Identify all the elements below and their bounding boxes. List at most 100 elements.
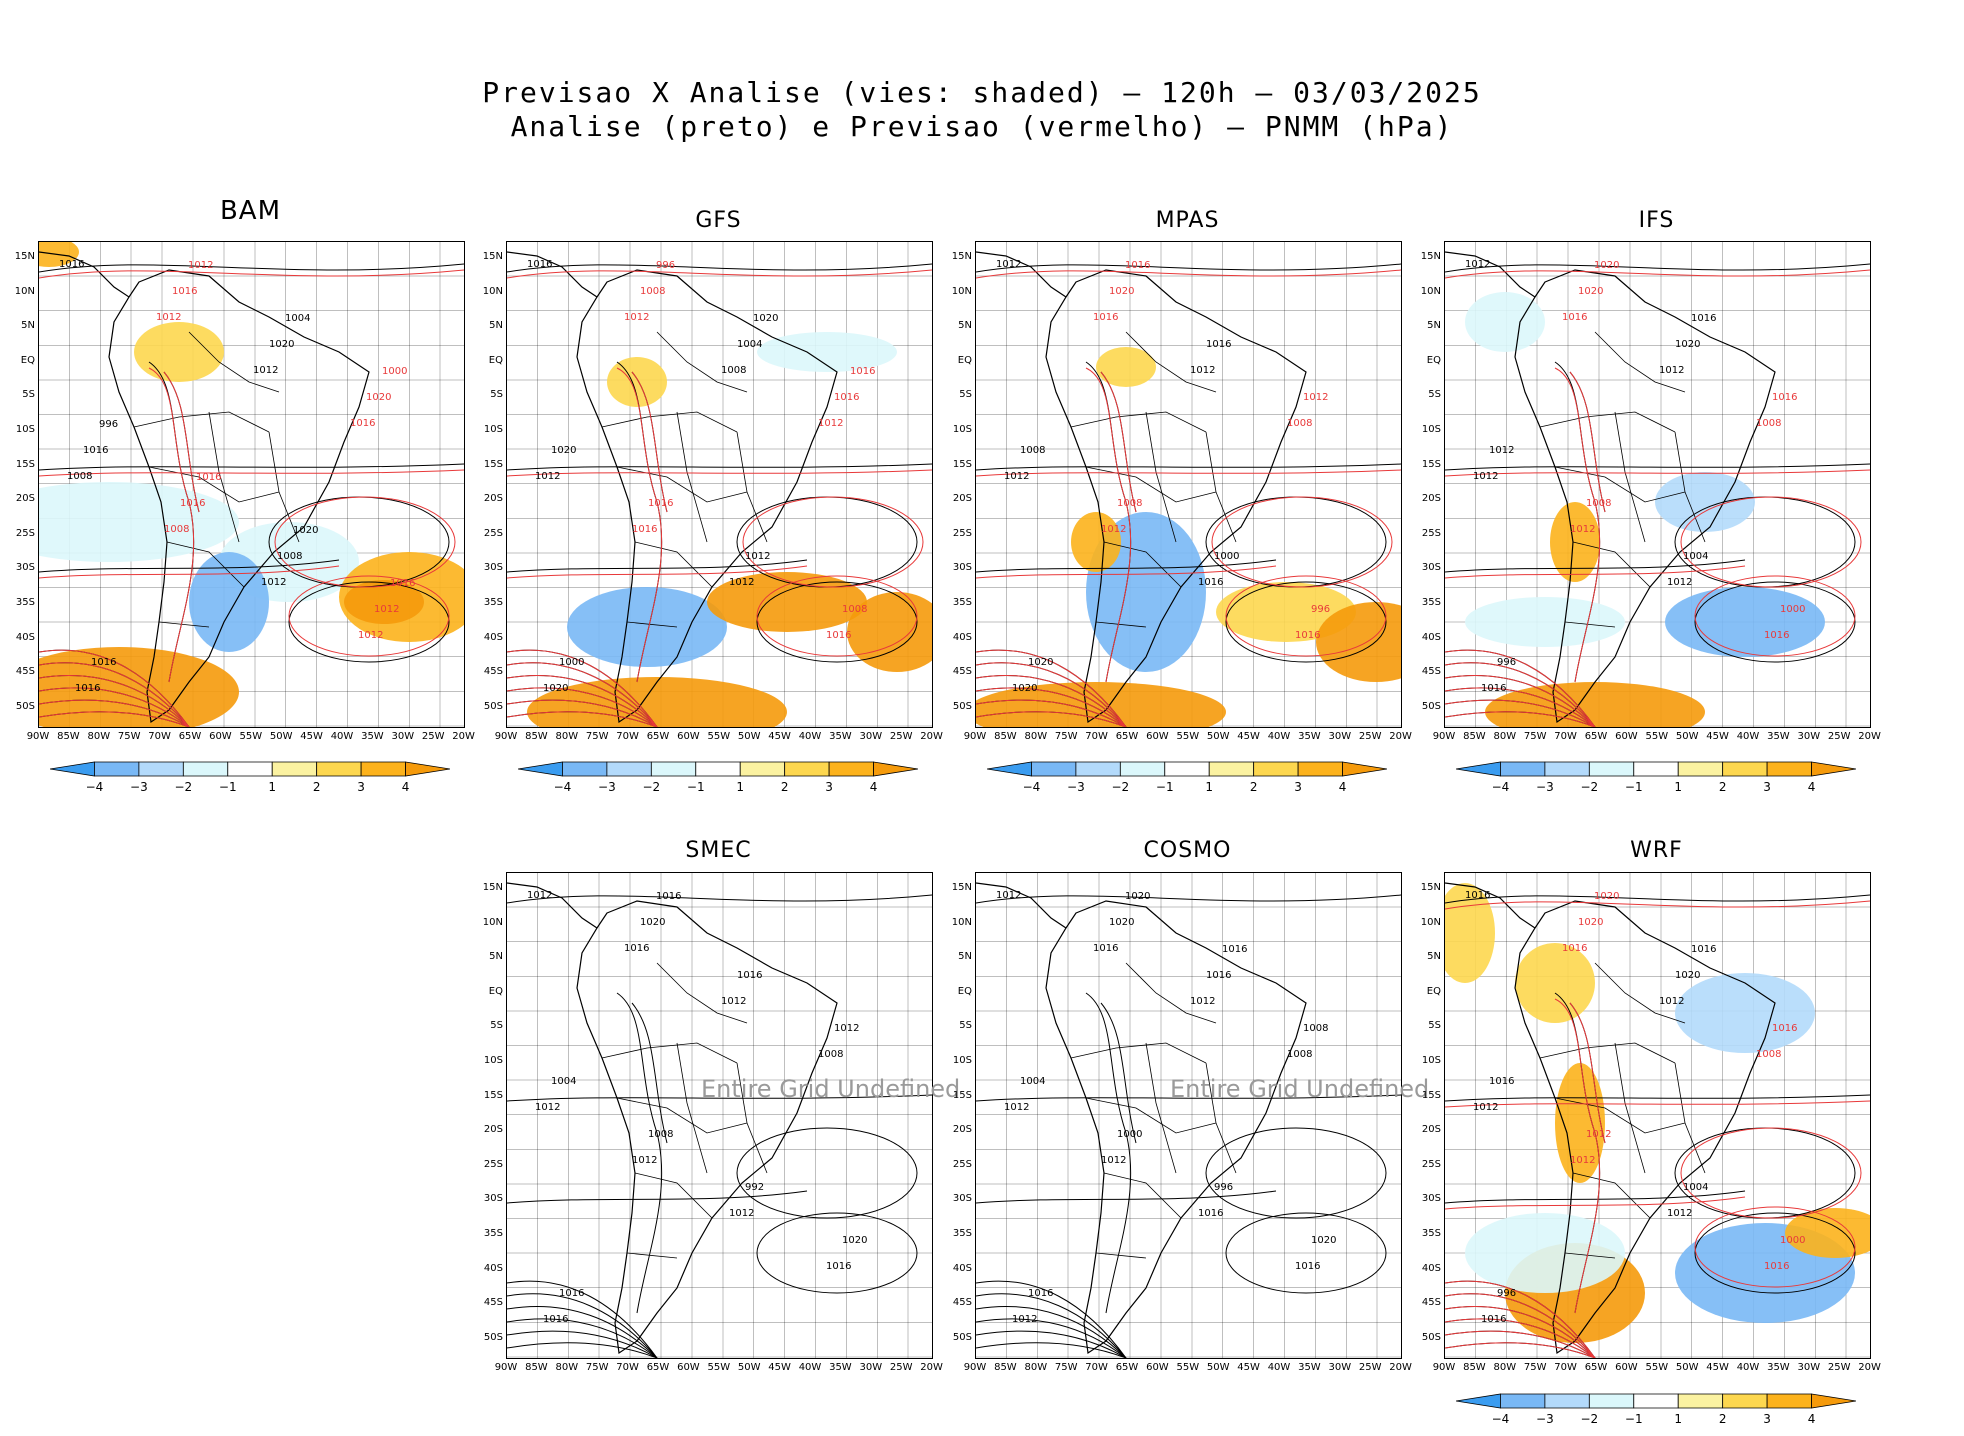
- colorbar-bam: −4 −3 −2 −1 1 2 3 4: [49, 760, 451, 804]
- isobar-label: 1008: [67, 471, 92, 482]
- bias-caribbean-negative: [1465, 292, 1545, 352]
- isobar-label: 1012: [1473, 471, 1498, 482]
- colorbar-label: −1: [686, 780, 705, 794]
- colorbar-swatch: [739, 761, 786, 777]
- bias-northeast-negative: [1675, 973, 1815, 1053]
- country-border: [1539, 1042, 1676, 1064]
- longitude-label: 40W: [330, 731, 354, 742]
- isobar-label: 1004: [285, 313, 310, 324]
- latitude-label: 35S: [483, 1228, 503, 1239]
- longitude-label: 50W: [1206, 731, 1230, 742]
- longitude-label: 20W: [1389, 1362, 1412, 1373]
- isobar-label: 1016: [172, 286, 197, 297]
- bias-amazon-positive: [1515, 943, 1595, 1023]
- isobar-label: 996: [1497, 657, 1516, 668]
- longitude-label: 50W: [1206, 1362, 1230, 1373]
- longitude-label: 80W: [1024, 1362, 1048, 1373]
- longitude-label: 70W: [148, 731, 171, 742]
- isobar-label: 1000: [1780, 604, 1805, 615]
- latitude-label: 15S: [1421, 458, 1441, 470]
- isobar-label: 1008: [1586, 498, 1611, 509]
- colorbar-label: −1: [1155, 780, 1174, 794]
- isobar-label: 1008: [842, 604, 867, 615]
- longitude-label: 25W: [889, 1362, 913, 1373]
- colorbar-swatch: [986, 761, 1032, 777]
- isobar-label: 1012: [358, 630, 383, 641]
- colorbar-swatch: [1766, 761, 1812, 777]
- title-line-1: Previsao X Analise (vies: shaded) – 120h…: [482, 76, 1482, 109]
- longitude-label: 35W: [1767, 731, 1790, 742]
- isobar-label: 1012: [834, 1023, 859, 1034]
- isobar-label: 1012: [1004, 471, 1029, 482]
- colorbar-label: 4: [1807, 1412, 1816, 1426]
- isobar-label: 996: [99, 419, 118, 430]
- isobar-label: 1012: [1667, 577, 1692, 588]
- isobar-label: 1012: [1012, 1314, 1037, 1325]
- isobar-label: 1012: [261, 577, 286, 588]
- colorbar-label: −4: [553, 780, 572, 794]
- colorbar-swatch: [562, 761, 608, 777]
- undefined-grid-message: Entire Grid Undefined: [701, 1075, 961, 1103]
- panel-title-ifs: IFS: [1638, 208, 1675, 233]
- isobar-label: 1012: [253, 365, 278, 376]
- latitude-label: 30S: [1421, 562, 1441, 574]
- isobar-label: 1008: [277, 551, 302, 562]
- longitude-label: 55W: [1645, 1362, 1669, 1373]
- latitude-label: 5N: [489, 320, 503, 332]
- latitude-label: 45S: [483, 666, 503, 678]
- colorbar-swatch: [405, 761, 451, 777]
- coastline: [1514, 900, 1776, 1355]
- latitude-label: 40S: [483, 631, 503, 643]
- country-border: [1103, 1172, 1182, 1219]
- country-border: [1564, 621, 1616, 628]
- latitude-label: EQ: [20, 354, 35, 366]
- map-cosmo: 1012 1016 1012 1008 1012 1012 1016 1016 1012 1020…: [975, 872, 1402, 1359]
- colorbar-swatch: [1253, 761, 1299, 777]
- isobar-label: 1016: [632, 524, 657, 535]
- colorbar-swatch: [182, 761, 229, 777]
- latitude-label: 5S: [22, 389, 35, 401]
- isobar-label: 1020: [1578, 917, 1603, 928]
- isobar-label: 1012: [1101, 524, 1126, 535]
- longitude-label: 80W: [1024, 731, 1048, 742]
- longitude-label: 70W: [1085, 1362, 1108, 1373]
- isobar-label: 1020: [1675, 339, 1700, 350]
- isobar-label: 1016: [850, 366, 875, 377]
- isobar-label: 1016: [1764, 1261, 1789, 1272]
- isobar-label: 1012: [1659, 996, 1684, 1007]
- isobar-label: 996: [656, 260, 675, 271]
- colorbar-label: 4: [1807, 780, 1816, 794]
- map-canvas-bam: 1016 1012 1012 1016 1008 1008 1012 1012 1016 1016…: [39, 242, 464, 727]
- panel-title-wrf: WRF: [1630, 838, 1683, 863]
- isobar-label: 1016: [1028, 1288, 1053, 1299]
- longitude-label: 25W: [1827, 1362, 1851, 1373]
- isobar-label: 1012: [624, 312, 649, 323]
- latitude-label: 45S: [952, 1297, 972, 1309]
- colorbar-swatch: [1500, 761, 1546, 777]
- latitude-label: 25S: [483, 527, 503, 539]
- colorbar-label: 1: [268, 780, 277, 794]
- bias-amazon-positive: [607, 357, 667, 407]
- isobar-label: 1020: [269, 339, 294, 350]
- isobar-label: 996: [1214, 1182, 1233, 1193]
- colorbar-label: −2: [1580, 780, 1599, 794]
- longitude-label: 45W: [768, 1362, 791, 1373]
- isobar-label: 1012: [729, 577, 754, 588]
- map-gfs: 1016 1012 1008 1012 1012 1016 1012 1016 1020 1008…: [506, 241, 933, 728]
- colorbar-label: −2: [642, 780, 661, 794]
- colorbar-label: 3: [1294, 780, 1302, 794]
- colorbar-swatch: [1677, 761, 1724, 777]
- country-border: [1564, 1252, 1616, 1259]
- colorbar-swatch: [1722, 761, 1768, 777]
- isobar-label: 1020: [543, 683, 568, 694]
- longitude-label: 35W: [361, 731, 384, 742]
- longitude-label: 85W: [994, 1362, 1017, 1373]
- latitude-label: 20S: [1421, 1124, 1441, 1136]
- colorbar-swatch: [650, 761, 697, 777]
- central-america-coastline: [976, 251, 1067, 298]
- latitude-label: 35S: [1421, 597, 1441, 608]
- isobar-label: 1004: [1683, 1182, 1708, 1193]
- colorbar-label: 2: [780, 780, 789, 794]
- longitude-label: 55W: [707, 731, 731, 742]
- bias-pacific-negative: [1465, 597, 1625, 647]
